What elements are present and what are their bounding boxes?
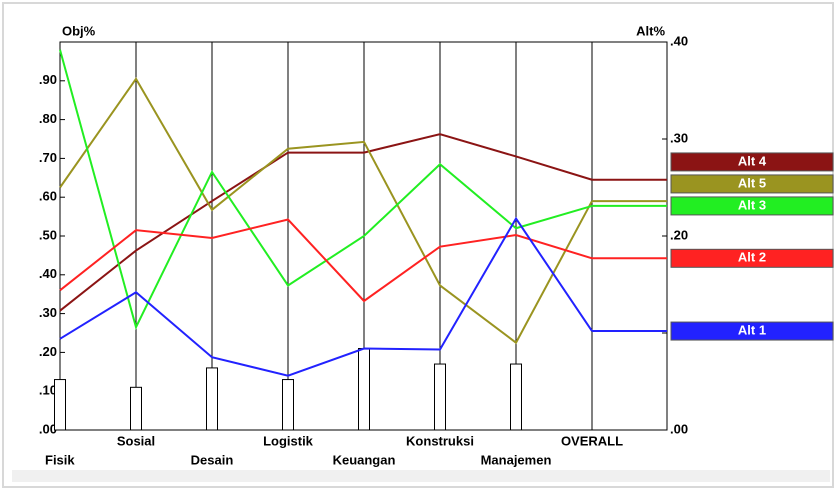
objective-bar [130,386,142,431]
objective-bar [510,363,522,431]
objective-bar [434,363,446,431]
objective-bar [358,348,370,431]
y-tick-label: .30 [39,305,57,320]
y-tick-label: .20 [39,344,57,359]
y2-tick-label: .30 [670,130,688,145]
x-tick-label: Keuangan [333,452,396,467]
y-tick-label: .70 [39,150,57,165]
legend-swatch [670,174,834,194]
legend-swatch [670,196,834,216]
y-tick-label: .60 [39,189,57,204]
legend-label: Alt 5 [738,175,766,190]
footer-strip [12,470,830,482]
y-tick-label: .90 [39,72,57,87]
y2-tick-label: .40 [670,33,688,48]
series-line [59,77,593,345]
y2-tick-label: .00 [670,421,688,436]
legend-label: Alt 2 [738,250,766,265]
series-line [59,218,593,303]
y-tick-label: .50 [39,227,57,242]
y-tick-label: .80 [39,111,57,126]
objective-bar [206,367,218,431]
x-tick-label: Konstruksi [406,433,474,448]
x-tick-label: Logistik [263,433,314,448]
y-tick-label: .10 [39,383,57,398]
x-tick-label: Manajemen [481,452,552,467]
x-tick-label: Fisik [45,452,75,467]
legend-label: Alt 4 [738,153,767,168]
objective-bar [54,379,66,431]
x-tick-label: Sosial [117,433,155,448]
y2-axis-title: Alt% [636,23,665,38]
legend-swatch [670,248,834,268]
series-line [59,216,593,377]
legend-swatch [670,152,834,172]
x-tick-label: Desain [191,452,234,467]
y-tick-label: .40 [39,266,57,281]
y-tick-label: .00 [39,421,57,436]
y2-tick-label: .20 [670,227,688,242]
legend-label: Alt 3 [738,197,766,212]
x-tick-label: OVERALL [561,433,623,448]
objective-bar [282,379,294,431]
legend-label: Alt 1 [738,322,766,337]
legend-swatch [670,321,834,341]
series-line [59,133,593,312]
y-axis-title: Obj% [62,23,96,38]
